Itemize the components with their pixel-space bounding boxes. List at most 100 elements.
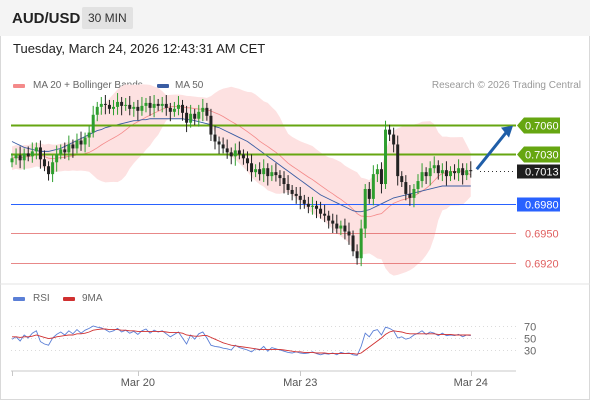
candle (30, 142, 34, 163)
candle (38, 140, 42, 169)
candle (404, 175, 408, 201)
bb-legend-swatch (13, 84, 25, 88)
candle (42, 150, 46, 172)
candle (294, 186, 298, 204)
candle (306, 196, 310, 214)
rsi-legend-label: RSI (33, 293, 50, 304)
candle (469, 161, 473, 178)
candle (107, 99, 111, 114)
candle (355, 244, 359, 265)
candle (384, 120, 388, 189)
candle (95, 101, 99, 122)
research-credit: Research © 2026 Trading Central (431, 80, 581, 91)
candle (176, 95, 180, 116)
forecast-arrow-head (501, 125, 513, 138)
candle (343, 218, 347, 240)
level-tag-0 (517, 117, 560, 134)
candle (351, 230, 355, 257)
level-label-1: 0.7030 (525, 150, 559, 162)
ma50-legend-swatch (157, 84, 169, 88)
timeframe-badge[interactable]: 30 MIN (82, 7, 133, 29)
symbol-title: AUD/USD (12, 10, 81, 27)
candle (302, 194, 306, 209)
candle (290, 185, 294, 201)
candle (327, 210, 331, 229)
rsi-tick-label: 50 (524, 334, 536, 346)
rsi-tick-label: 30 (524, 346, 536, 358)
candle (26, 146, 30, 162)
candle (172, 101, 176, 117)
candle (152, 95, 156, 118)
candle (363, 184, 367, 238)
candle (274, 163, 278, 182)
candle (148, 95, 152, 116)
candle (448, 166, 452, 182)
candle (136, 99, 140, 121)
candle (34, 142, 38, 160)
candle (323, 204, 327, 223)
candle (18, 146, 22, 169)
candle (217, 136, 221, 154)
candle (132, 101, 136, 117)
candle (266, 163, 270, 186)
level-label-5: 0.6920 (525, 259, 559, 271)
x-tick-label: Mar 20 (121, 377, 155, 389)
x-tick-label: Mar 23 (283, 377, 317, 389)
candle (241, 149, 245, 165)
candle (91, 105, 95, 138)
candle (140, 96, 144, 116)
candle (424, 167, 428, 185)
rsi-tick-label: 70 (524, 322, 536, 334)
candle (120, 96, 124, 116)
candle (310, 196, 314, 215)
candle (87, 125, 91, 147)
candle (185, 105, 189, 133)
candle (388, 124, 392, 141)
candle (213, 125, 217, 150)
candle (331, 213, 335, 233)
candle (335, 214, 339, 234)
ma20-line (11, 105, 471, 218)
candle (237, 141, 241, 160)
candle (453, 164, 457, 180)
candle (412, 184, 416, 208)
candle (392, 127, 396, 153)
candle (99, 96, 103, 115)
bollinger-band (12, 84, 471, 276)
level-tag-1 (517, 146, 560, 163)
candle (55, 145, 59, 172)
rsi-ma-line (12, 328, 471, 355)
rsi-ma-legend-label: 9MA (82, 293, 103, 304)
candle (14, 148, 18, 165)
candle (229, 147, 233, 165)
candle (103, 95, 107, 115)
candle (254, 164, 258, 178)
candle (461, 163, 465, 185)
candle (63, 142, 67, 159)
candle (156, 98, 160, 111)
candle (359, 219, 363, 267)
candle (225, 139, 229, 159)
candle (193, 108, 197, 126)
candle (128, 95, 132, 116)
candle (112, 99, 115, 116)
candle (400, 171, 404, 187)
candle (428, 161, 432, 186)
rsi-legend-swatch (13, 297, 25, 301)
chart-header: AUD/USD 30 MIN (0, 0, 590, 36)
candle (315, 200, 318, 219)
candle (233, 143, 237, 166)
bb-legend-label: MA 20 + Bollinger Bands (33, 80, 143, 91)
forecast-arrow (475, 131, 508, 171)
candle (420, 163, 424, 188)
candle (10, 153, 14, 168)
level-tag-2 (517, 164, 560, 179)
candle (375, 164, 379, 183)
candle (197, 104, 201, 127)
rsi-line (11, 325, 471, 356)
level-label-2: 0.7013 (525, 167, 559, 179)
candle (262, 159, 266, 183)
level-label-0: 0.7060 (525, 121, 559, 133)
candle (282, 171, 286, 194)
